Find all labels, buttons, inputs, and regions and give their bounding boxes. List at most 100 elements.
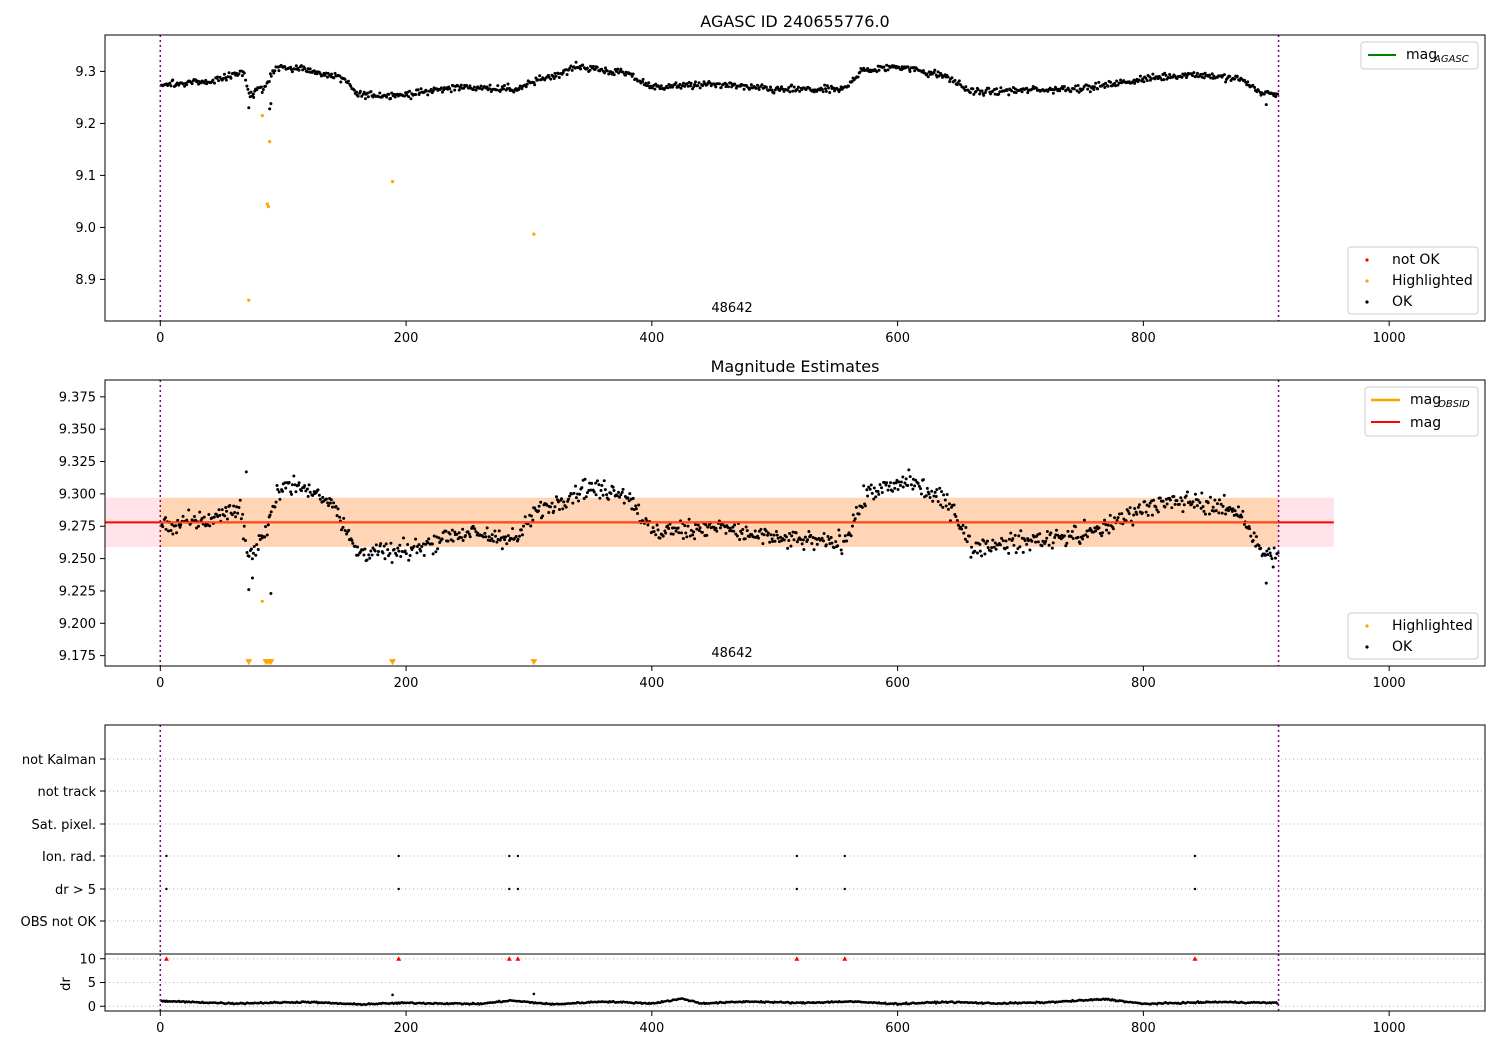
ok-point [350,539,354,543]
ok-point [701,84,705,88]
legend-highlighted-label: Highlighted [1392,618,1473,634]
ok-point [705,533,709,537]
ok-point [924,494,928,498]
ok-point [1128,506,1132,510]
ok-point [1180,75,1184,79]
ok-point [484,535,488,539]
ok-point [353,544,357,548]
ok-point [328,501,332,505]
ok-point [268,72,272,76]
ok-point [388,552,392,556]
agasc-magnitude-panel: AGASC ID 240655776.0 0 200 400 600 800 1000 8.… [75,12,1486,346]
ok-point [541,514,545,518]
ok-point [872,497,876,501]
ok-point [1133,507,1137,511]
ok-point [197,82,201,86]
ok-point [426,541,430,545]
dr-panel: 0 200 400 600 800 1000 0 5 10 dr [59,952,1486,1036]
ok-point [183,84,187,88]
ok-point [1202,76,1206,80]
ok-point [646,84,650,88]
ok-point [545,503,549,507]
dr-clipped-marker [506,956,512,961]
ok-point [490,537,494,541]
ok-point [587,488,591,492]
ok-point [603,71,607,75]
ok-point [198,510,202,514]
ok-point [820,87,824,91]
ok-point [222,72,226,76]
dr-clipped-marker [842,956,848,961]
ok-point [679,86,683,90]
ok-point [268,107,272,111]
ok-point [537,509,541,513]
ok-point [240,74,244,78]
y-tick-label: 9.3 [75,65,96,80]
ok-point [407,558,411,562]
ok-point [241,537,245,541]
ok-point [858,70,862,74]
ok-point [603,66,607,70]
ok-point [1001,539,1005,543]
ok-point [1165,502,1169,506]
ok-point [1047,543,1051,547]
legend-mag-obsid-label: mag [1410,392,1441,408]
ok-point [415,551,419,555]
ok-point [647,81,651,85]
ok-point [536,78,540,82]
ok-point [582,496,586,500]
ok-point [420,545,424,549]
ok-point [1016,547,1020,551]
ok-point [499,536,503,540]
ok-point [589,488,593,492]
ok-point [277,69,281,73]
ok-point [260,90,264,94]
ok-point [1116,83,1120,87]
ok-point [1228,74,1232,78]
ok-point [289,65,293,69]
ok-point [1264,581,1268,585]
ok-point [1088,90,1092,94]
ok-point [446,539,450,543]
ok-point [836,544,840,548]
ok-point [955,518,959,522]
legend-ok-label: OK [1392,639,1413,655]
ok-point [491,539,495,543]
ok-point [426,93,430,97]
ok-point [1081,534,1085,538]
ok-point [365,558,369,562]
ok-point [382,544,386,548]
ok-point [1155,508,1159,512]
ok-point [283,481,287,485]
ok-point [1100,534,1104,538]
x-tick-label: 1000 [1373,331,1406,346]
ok-point [740,532,744,536]
ok-point [683,84,687,88]
ok-point [687,517,691,521]
ok-point [481,535,485,539]
ok-point [606,497,610,501]
ok-point [932,70,936,74]
ok-point [1081,537,1085,541]
ok-point [1259,546,1263,550]
ok-point [866,494,870,498]
ok-point [1058,89,1062,93]
ok-point [754,86,758,90]
ok-point [1041,539,1045,543]
ok-point [522,524,526,528]
ok-point [218,513,222,517]
ok-point [728,529,732,533]
ok-point [247,106,251,110]
ok-point [1097,526,1101,530]
ok-point [896,488,900,492]
x-tick-label: 800 [1131,1021,1156,1036]
ok-point [1038,532,1042,536]
ok-point [747,535,751,539]
ok-point [1034,540,1038,544]
ok-point [708,81,712,85]
ok-point [800,542,804,546]
ok-point [901,485,905,489]
ok-point [786,546,790,550]
ok-point [520,533,524,537]
ok-point [455,532,459,536]
